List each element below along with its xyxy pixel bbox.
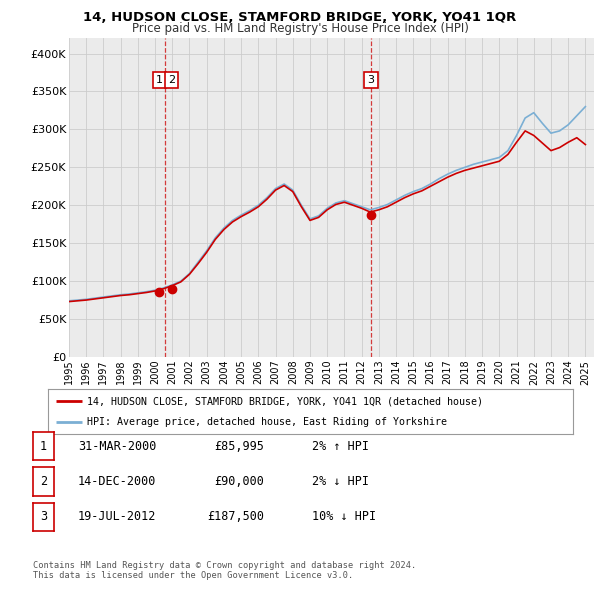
Text: £187,500: £187,500 [207, 510, 264, 523]
Text: 3: 3 [367, 75, 374, 85]
Text: 19-JUL-2012: 19-JUL-2012 [78, 510, 157, 523]
Text: 31-MAR-2000: 31-MAR-2000 [78, 440, 157, 453]
Text: 14-DEC-2000: 14-DEC-2000 [78, 475, 157, 488]
Text: 2: 2 [168, 75, 175, 85]
Text: Price paid vs. HM Land Registry's House Price Index (HPI): Price paid vs. HM Land Registry's House … [131, 22, 469, 35]
Text: 2: 2 [40, 475, 47, 488]
Text: HPI: Average price, detached house, East Riding of Yorkshire: HPI: Average price, detached house, East… [88, 417, 448, 427]
Text: £85,995: £85,995 [214, 440, 264, 453]
Text: 3: 3 [40, 510, 47, 523]
Text: 1: 1 [40, 440, 47, 453]
Text: £90,000: £90,000 [214, 475, 264, 488]
Text: 2% ↓ HPI: 2% ↓ HPI [312, 475, 369, 488]
Text: 10% ↓ HPI: 10% ↓ HPI [312, 510, 376, 523]
Text: Contains HM Land Registry data © Crown copyright and database right 2024.: Contains HM Land Registry data © Crown c… [33, 560, 416, 569]
Text: 14, HUDSON CLOSE, STAMFORD BRIDGE, YORK, YO41 1QR: 14, HUDSON CLOSE, STAMFORD BRIDGE, YORK,… [83, 11, 517, 24]
Text: 1: 1 [156, 75, 163, 85]
Text: This data is licensed under the Open Government Licence v3.0.: This data is licensed under the Open Gov… [33, 571, 353, 579]
Text: 14, HUDSON CLOSE, STAMFORD BRIDGE, YORK, YO41 1QR (detached house): 14, HUDSON CLOSE, STAMFORD BRIDGE, YORK,… [88, 396, 484, 407]
Text: 2% ↑ HPI: 2% ↑ HPI [312, 440, 369, 453]
